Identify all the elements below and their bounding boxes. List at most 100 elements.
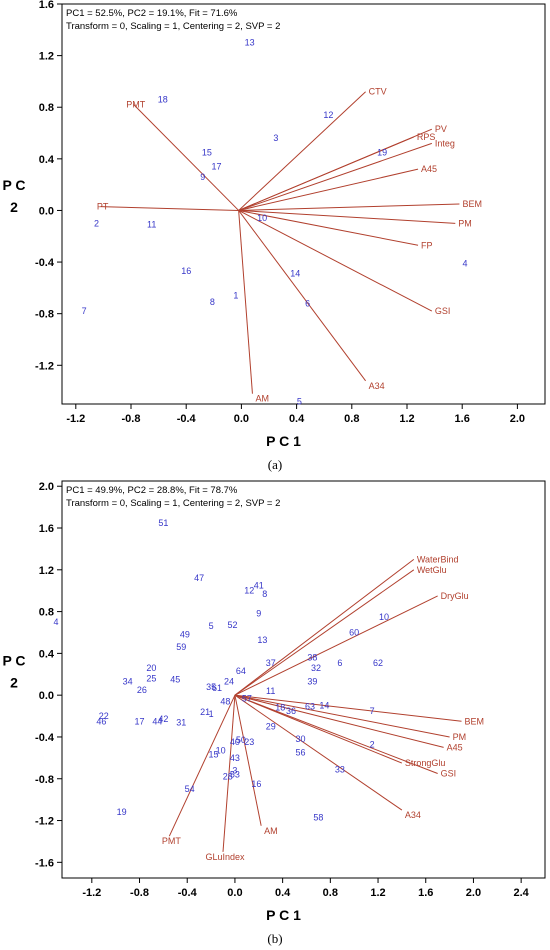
x-tick-label: 1.6 — [418, 887, 433, 899]
point-label: 58 — [313, 812, 323, 822]
point-label: 31 — [176, 717, 186, 727]
point-label: 14 — [290, 269, 300, 279]
vector-label: GSI — [435, 306, 451, 316]
point-label: 38 — [307, 653, 317, 663]
vector-label: StrongGlu — [405, 758, 446, 768]
point-label: 6 — [305, 298, 310, 308]
caption-b: (b) — [267, 931, 283, 946]
point-label: 1 — [209, 709, 214, 719]
x-tick-label: 0.4 — [289, 413, 305, 425]
point-label: 12 — [323, 110, 333, 120]
y-tick-label: 0.4 — [39, 648, 55, 660]
vector-label: CTV — [369, 87, 387, 97]
point-label: 8 — [262, 589, 267, 599]
point-label: 2 — [94, 218, 99, 228]
point-label: 28 — [223, 772, 233, 782]
point-label: 7 — [82, 306, 87, 316]
vector-label: RPS — [417, 132, 436, 142]
vector-label: A45 — [447, 742, 463, 752]
x-tick-label: 1.2 — [399, 413, 414, 425]
loading-vector — [234, 694, 462, 722]
vector-label: A45 — [421, 164, 437, 174]
point-label: 50 — [236, 735, 246, 745]
loading-vector — [234, 595, 438, 696]
loading-vector — [234, 694, 403, 764]
vector-label: WetGlu — [417, 565, 447, 575]
point-label: 29 — [266, 722, 276, 732]
vector-label: AM — [255, 394, 269, 404]
point-label: 32 — [311, 663, 321, 673]
x-tick-label: 0.8 — [323, 887, 338, 899]
x-tick-label: 0.4 — [275, 887, 291, 899]
loading-vector — [234, 694, 444, 748]
point-label: 14 — [319, 701, 329, 711]
loading-vector — [238, 168, 419, 211]
x-tick-label: -0.8 — [130, 887, 149, 899]
point-label: 19 — [377, 147, 387, 157]
point-label: 13 — [245, 38, 255, 48]
vector-label: PT — [97, 202, 109, 212]
vector-label: PM — [458, 218, 472, 228]
y-tick-label: 0.4 — [39, 154, 55, 166]
y-tick-label: -1.6 — [35, 857, 54, 869]
x-tick-label: -1.2 — [82, 887, 101, 899]
vector-label: A34 — [369, 381, 385, 391]
point-label: 21 — [200, 707, 210, 717]
loading-vector — [234, 694, 403, 811]
y-tick-label: -0.4 — [35, 732, 55, 744]
loading-vector — [222, 695, 236, 852]
point-label: 34 — [123, 677, 133, 687]
x-tick-label: 0.0 — [227, 887, 242, 899]
point-label: 20 — [146, 663, 156, 673]
point-label: 35 — [206, 682, 216, 692]
y-tick-label: -1.2 — [35, 816, 54, 828]
loading-vector — [234, 569, 415, 696]
vector-label: PMT — [126, 100, 146, 110]
loading-vector — [238, 209, 456, 224]
point-label: 10 — [216, 746, 226, 756]
loading-vector — [234, 558, 415, 696]
biplot-a: PC1 = 52.5%, PC2 = 19.1%, Fit = 71.6% Tra… — [2, 0, 546, 449]
loading-vector — [234, 694, 450, 738]
point-label: 48 — [220, 696, 230, 706]
vector-label: WaterBind — [417, 554, 459, 564]
point-label: 11 — [266, 686, 275, 696]
x-axis-title: P C 1 — [266, 433, 301, 449]
header-line-2: Transform = 0, Scaling = 1, Centering = … — [66, 21, 280, 32]
loading-vector — [238, 91, 366, 211]
point-label: 16 — [251, 779, 261, 789]
loading-vector — [238, 209, 419, 246]
point-label: 63 — [305, 702, 315, 712]
loading-vector — [100, 206, 239, 211]
y-tick-label: -1.2 — [35, 360, 54, 372]
point-label: 18 — [275, 703, 285, 713]
header-line-1: PC1 = 49.9%, PC2 = 28.8%, Fit = 78.7% — [66, 485, 238, 496]
point-label: 15 — [202, 147, 212, 157]
point-label: 47 — [194, 573, 204, 583]
point-label: 44 — [152, 716, 162, 726]
point-label: 6 — [337, 658, 342, 668]
point-label: 59 — [176, 642, 186, 652]
loading-vector — [238, 203, 460, 211]
header-line-2: Transform = 0, Scaling = 1, Centering = … — [66, 498, 280, 509]
vector-label: PM — [453, 732, 467, 742]
point-label: 52 — [228, 620, 238, 630]
point-label: 43 — [230, 753, 240, 763]
loading-vector — [238, 210, 253, 394]
point-label: 41 — [254, 580, 264, 590]
y-axis-title: P C 2 — [2, 177, 25, 215]
point-label: 1 — [233, 291, 238, 301]
loading-vector — [238, 210, 367, 382]
y-tick-label: 1.2 — [39, 51, 54, 63]
y-axis-title-line: 2 — [10, 199, 18, 215]
x-axis-title: P C 1 — [266, 907, 301, 923]
x-tick-label: 1.6 — [455, 413, 470, 425]
point-label: 9 — [256, 609, 261, 619]
y-tick-label: 2.0 — [39, 481, 54, 493]
point-label: 39 — [307, 677, 317, 687]
loading-vector — [133, 104, 239, 211]
point-label: 2 — [370, 739, 375, 749]
vector-label: BEM — [465, 716, 485, 726]
point-label: 10 — [379, 612, 389, 622]
loading-vector — [238, 210, 433, 312]
